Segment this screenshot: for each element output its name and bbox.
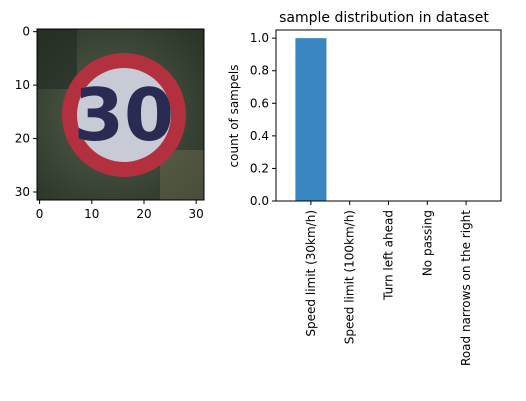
y-tick-label: 0.8 bbox=[250, 64, 269, 78]
chart-title: sample distribution in dataset bbox=[279, 10, 489, 26]
image-x-tick-label: 10 bbox=[84, 207, 99, 221]
bar-1 bbox=[295, 38, 327, 202]
bars-group bbox=[295, 38, 327, 202]
y-tick-label: 1.0 bbox=[250, 31, 269, 45]
image-y-tick-label: 30 bbox=[15, 185, 30, 199]
y-tick-label: 0.6 bbox=[250, 96, 269, 110]
image-y-tick-label: 0 bbox=[22, 25, 30, 39]
x-tick-label: Speed limit (30km/h) bbox=[304, 210, 318, 337]
image-panel: 30 0 10 20 30 0 10 20 30 bbox=[15, 25, 205, 221]
image-x-tick-label: 0 bbox=[36, 207, 44, 221]
image-y-ticks: 0 10 20 30 bbox=[15, 25, 37, 199]
bar-chart: sample distribution in dataset count of … bbox=[227, 10, 502, 366]
y-tick-label: 0.2 bbox=[250, 161, 269, 175]
x-ticks: Speed limit (30km/h) Speed limit (100km/h… bbox=[304, 201, 473, 366]
y-tick-label: 0.0 bbox=[250, 194, 269, 208]
image-y-tick-label: 20 bbox=[15, 132, 30, 146]
x-tick-label: Road narrows on the right bbox=[459, 210, 473, 366]
image-axes-frame bbox=[36, 28, 205, 201]
sign-image: 30 bbox=[37, 29, 204, 200]
image-y-tick-label: 10 bbox=[15, 78, 30, 92]
x-tick-label: Turn left ahead bbox=[382, 210, 396, 301]
sign-white-inner bbox=[77, 68, 171, 162]
image-x-tick-label: 20 bbox=[136, 207, 151, 221]
y-tick-label: 0.4 bbox=[250, 129, 269, 143]
image-x-ticks: 0 10 20 30 bbox=[36, 200, 204, 221]
x-tick-label: No passing bbox=[420, 210, 434, 276]
x-tick-label: Speed limit (100km/h) bbox=[343, 210, 357, 344]
y-axis-label: count of sampels bbox=[227, 65, 241, 168]
image-x-tick-label: 30 bbox=[189, 207, 204, 221]
sign-speed-digits: 30 bbox=[74, 73, 174, 157]
image-dark-patch bbox=[37, 29, 77, 89]
y-ticks: 0.0 0.2 0.4 0.6 0.8 1.0 bbox=[250, 31, 276, 208]
